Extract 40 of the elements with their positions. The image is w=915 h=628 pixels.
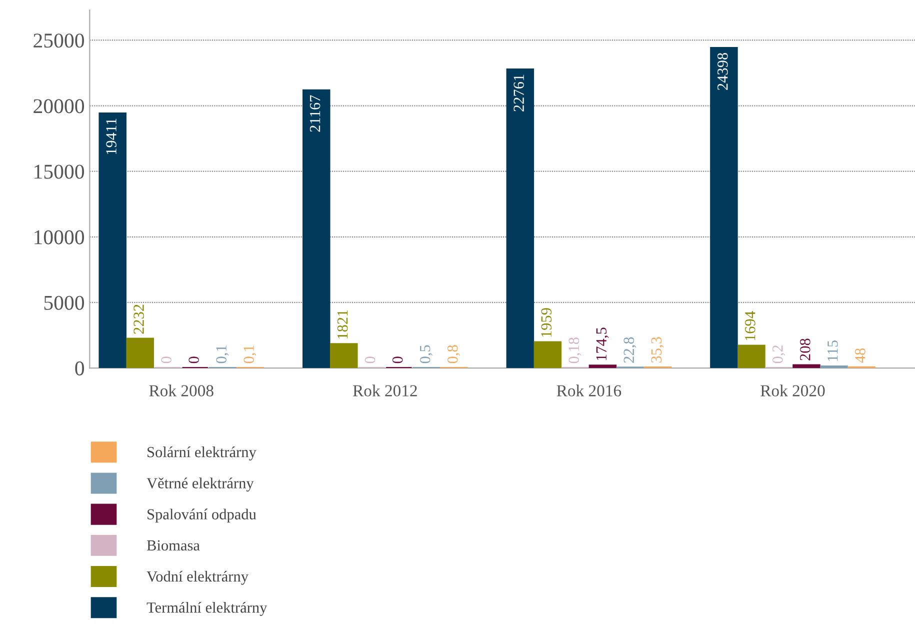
data-label: 174,5 (596, 328, 609, 360)
data-label: 1959 (541, 308, 552, 337)
data-label: 1694 (745, 311, 756, 340)
y-tick-label: 15000 (34, 164, 84, 179)
data-label: 2232 (134, 304, 144, 334)
data-label: 0,18 (568, 338, 582, 364)
legend-label: Větrné elektrárny (146, 478, 254, 492)
x-tick-label: Rok 2020 (760, 384, 825, 396)
data-label: 0,5 (420, 345, 432, 364)
data-label: 24398 (717, 52, 728, 90)
x-tick-label: Rok 2008 (149, 384, 214, 396)
data-label: 48 (855, 348, 866, 363)
legend-label: Vodní elektrárny (146, 570, 248, 585)
data-label: 115 (828, 340, 838, 361)
data-label: 1821 (337, 310, 348, 338)
data-label: 0 (392, 356, 403, 364)
legend-label: Spalování odpadu (148, 508, 256, 523)
legend-label: Biomasa (146, 540, 200, 551)
data-label: 0,1 (216, 346, 229, 364)
y-tick-label: 20000 (34, 99, 84, 114)
data-label: 0,8 (447, 345, 460, 364)
x-tick-label: Rok 2012 (352, 384, 417, 396)
data-label: 21167 (310, 95, 320, 132)
data-label: 0,2 (772, 345, 785, 364)
y-tick-label: 5000 (44, 296, 84, 310)
y-tick-label: 10000 (34, 230, 84, 244)
data-label: 208 (800, 338, 810, 360)
data-label: 0,1 (244, 346, 256, 364)
x-tick-label: Rok 2016 (556, 384, 622, 396)
data-label: 0 (188, 356, 199, 364)
data-label: 19411 (106, 118, 116, 154)
legend-label: Solární elektrárny (148, 446, 256, 460)
data-label: 22761 (514, 74, 524, 112)
data-label: 35,3 (651, 337, 664, 363)
legend-label: Termální elektrárny (146, 602, 268, 616)
y-tick-label: 25000 (34, 34, 84, 48)
data-label: 0 (161, 356, 172, 364)
y-tick-label: 0 (75, 361, 84, 376)
data-label: 22,8 (624, 337, 636, 363)
data-label: 0 (364, 356, 376, 364)
